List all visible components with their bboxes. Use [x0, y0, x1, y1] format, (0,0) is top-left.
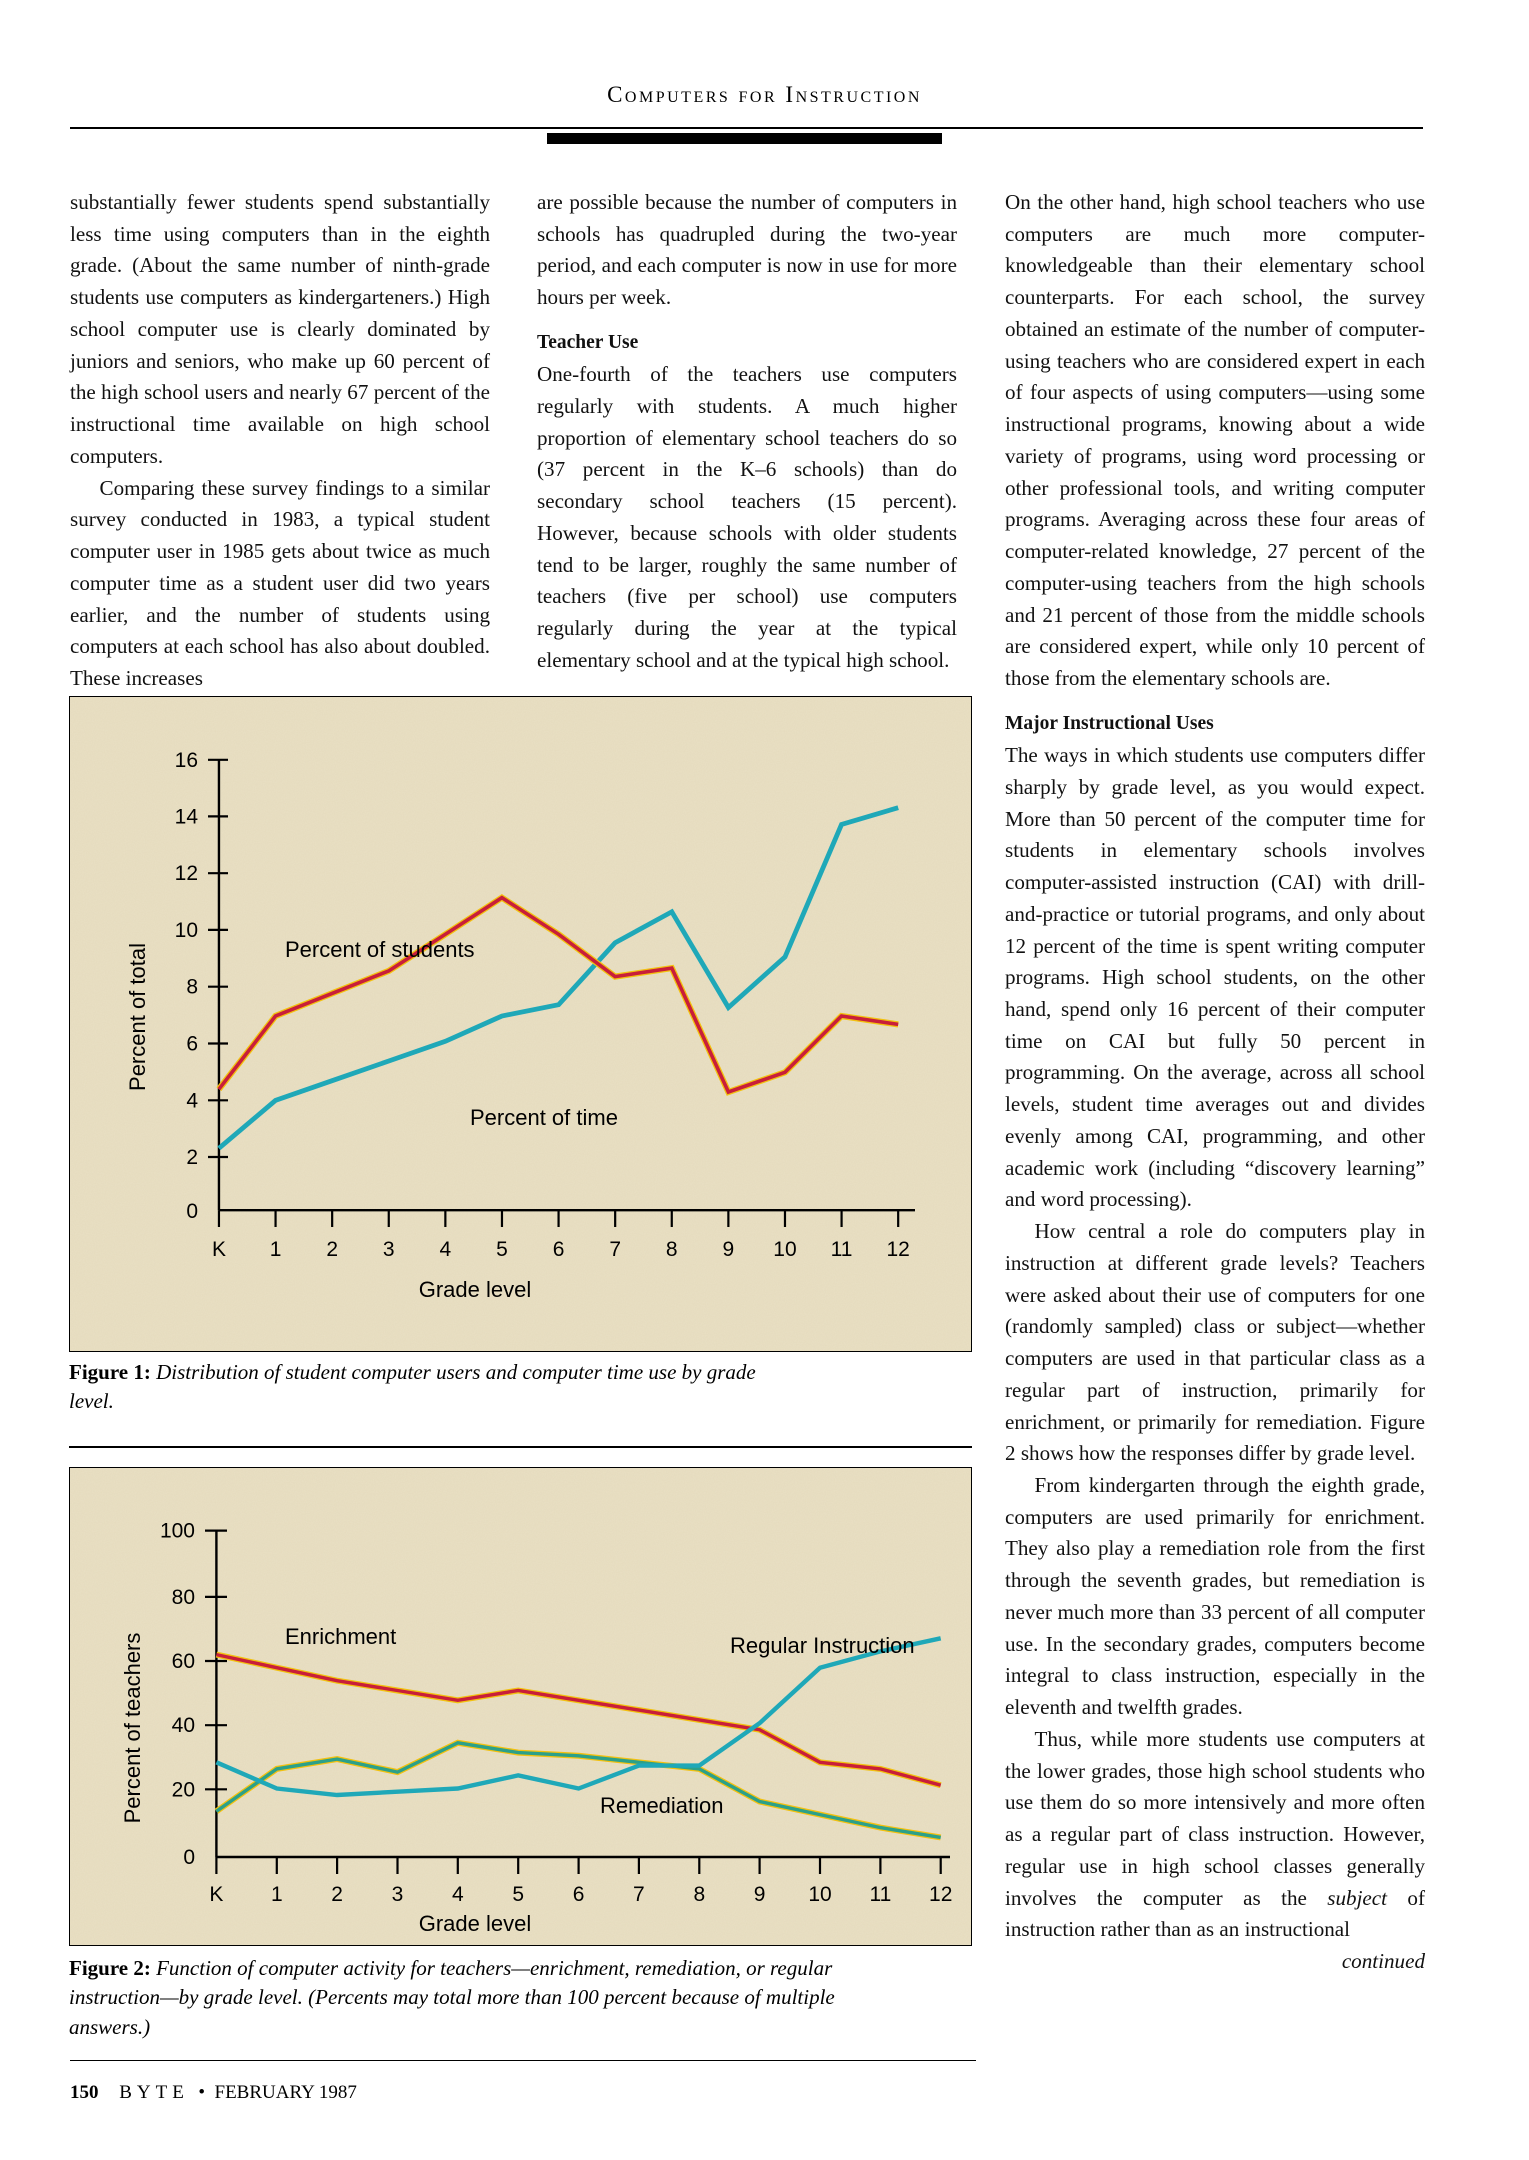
svg-text:3: 3	[392, 1883, 404, 1906]
svg-text:12: 12	[887, 1238, 910, 1261]
svg-text:6: 6	[553, 1238, 565, 1261]
svg-text:8: 8	[666, 1238, 678, 1261]
svg-text:4: 4	[452, 1883, 464, 1906]
svg-text:12: 12	[929, 1883, 952, 1906]
svg-text:80: 80	[172, 1586, 195, 1609]
svg-text:10: 10	[808, 1883, 831, 1906]
svg-text:K: K	[212, 1238, 226, 1261]
svg-text:16: 16	[175, 749, 198, 772]
svg-text:10: 10	[175, 919, 198, 942]
svg-text:7: 7	[633, 1883, 645, 1906]
svg-text:0: 0	[183, 1846, 195, 1869]
svg-text:K: K	[209, 1883, 223, 1906]
svg-text:Grade level: Grade level	[419, 1911, 532, 1936]
svg-text:Percent of students: Percent of students	[285, 937, 475, 962]
svg-text:Regular Instruction: Regular Instruction	[730, 1633, 915, 1658]
svg-text:5: 5	[512, 1883, 524, 1906]
svg-text:2: 2	[186, 1146, 198, 1169]
svg-text:Grade level: Grade level	[419, 1277, 532, 1302]
svg-text:20: 20	[172, 1778, 195, 1801]
svg-text:1: 1	[270, 1238, 282, 1261]
svg-text:Enrichment: Enrichment	[285, 1624, 396, 1649]
svg-text:11: 11	[831, 1238, 853, 1261]
svg-text:60: 60	[172, 1650, 195, 1673]
svg-text:4: 4	[440, 1238, 452, 1261]
svg-text:9: 9	[754, 1883, 766, 1906]
svg-text:6: 6	[186, 1033, 198, 1056]
svg-text:3: 3	[383, 1238, 395, 1261]
svg-text:Percent of total: Percent of total	[125, 943, 150, 1091]
svg-text:Percent of time: Percent of time	[470, 1105, 618, 1130]
svg-text:8: 8	[693, 1883, 705, 1906]
svg-text:14: 14	[175, 805, 199, 828]
svg-text:12: 12	[175, 862, 198, 885]
svg-text:6: 6	[573, 1883, 585, 1906]
svg-text:7: 7	[609, 1238, 621, 1261]
svg-text:11: 11	[869, 1883, 891, 1906]
svg-text:1: 1	[271, 1883, 283, 1906]
svg-text:0: 0	[186, 1200, 198, 1223]
svg-text:Remediation: Remediation	[600, 1793, 724, 1818]
svg-text:9: 9	[723, 1238, 735, 1261]
svg-text:100: 100	[160, 1520, 195, 1543]
svg-text:10: 10	[773, 1238, 796, 1261]
svg-text:5: 5	[496, 1238, 508, 1261]
svg-text:40: 40	[172, 1714, 195, 1737]
svg-text:2: 2	[326, 1238, 338, 1261]
svg-text:8: 8	[186, 976, 198, 999]
svg-text:2: 2	[331, 1883, 343, 1906]
svg-text:4: 4	[186, 1089, 198, 1112]
svg-text:Percent of teachers: Percent of teachers	[120, 1633, 145, 1824]
